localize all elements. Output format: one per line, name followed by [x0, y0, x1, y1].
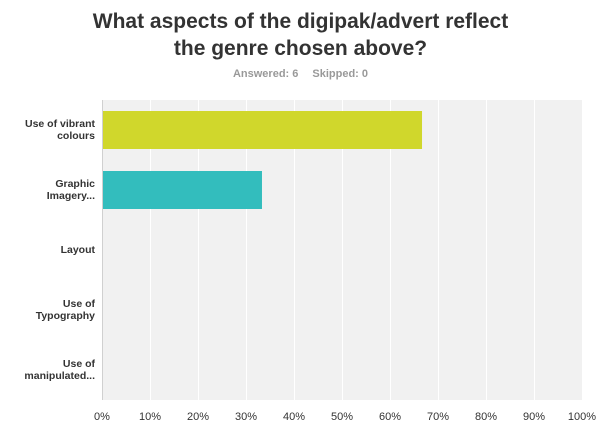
- plot-area: [102, 100, 583, 400]
- x-tick-label: 100%: [567, 411, 597, 423]
- category-label: Graphic Imagery...: [46, 178, 95, 202]
- x-tick-label: 80%: [474, 411, 498, 423]
- x-tick-label: 90%: [522, 411, 546, 423]
- x-tick-label: 70%: [426, 411, 450, 423]
- response-summary: Answered: 6 Skipped: 0: [0, 68, 601, 80]
- category-label: Use of manipulated...: [24, 358, 95, 382]
- x-tick-label: 20%: [186, 411, 210, 423]
- bar-1: [102, 111, 423, 149]
- chart-title-line-2: the genre chosen above?: [173, 37, 428, 60]
- bar-2: [102, 171, 262, 209]
- x-tick-label: 60%: [378, 411, 402, 423]
- x-tick-label: 40%: [282, 411, 306, 423]
- chart-title-line-1: What aspects of the digipak/advert refle…: [92, 10, 509, 33]
- y-axis-line: [102, 100, 103, 400]
- chart-title: What aspects of the digipak/advert refle…: [40, 8, 561, 62]
- category-label: Use of Typography: [35, 298, 95, 322]
- answered-count: Answered: 6: [232, 68, 299, 80]
- category-label: Layout: [60, 244, 95, 256]
- x-tick-label: 30%: [234, 411, 258, 423]
- skipped-count: Skipped: 0: [312, 68, 369, 80]
- x-tick-label: 50%: [330, 411, 354, 423]
- category-label: Use of vibrant colours: [24, 118, 95, 142]
- x-tick-label: 0%: [94, 411, 110, 423]
- bar-chart: [102, 100, 583, 400]
- x-tick-label: 10%: [138, 411, 162, 423]
